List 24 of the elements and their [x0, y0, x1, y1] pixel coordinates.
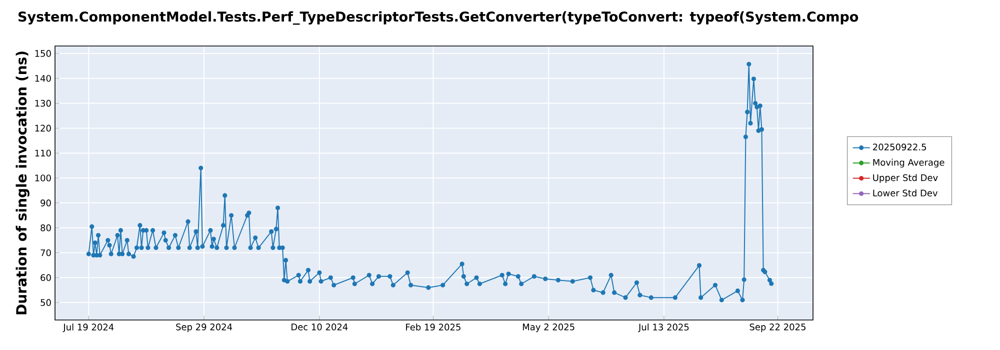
y-tick-label: 90	[40, 200, 51, 206]
x-tick-label: Feb 19 2025	[406, 324, 460, 330]
y-tick-label: 60	[40, 274, 51, 282]
y-tick-label: 140	[35, 74, 51, 82]
x-tick-label: Jul 13 2025	[638, 324, 689, 332]
y-tick-label: 130	[35, 100, 51, 107]
x-tick-label: Sep 22 2025	[750, 324, 806, 332]
y-tick-label: 100	[35, 174, 51, 182]
y-tick-label: 80	[40, 224, 51, 232]
legend-label: Upper Std Dev	[873, 174, 938, 183]
y-tick-label: 70	[40, 249, 51, 256]
chart-title: System.ComponentModel.Tests.Perf_TypeDescriptorTests.GetConverter(typeToConvert: typeof(System.Compo	[18, 11, 858, 25]
legend-label: Moving Average	[873, 158, 944, 168]
y-axis-title: Duration of single invocation (ns)	[16, 52, 30, 314]
x-tick-label: May 2 2025	[522, 324, 574, 332]
legend-label: 20250922.5	[873, 144, 926, 150]
legend-label: Lower Std Dev	[873, 189, 938, 196]
y-tick-label: 50	[40, 299, 51, 306]
x-tick-label: Dec 10 2024	[292, 324, 348, 330]
x-tick-label: Sep 29 2024	[176, 324, 232, 332]
y-tick-label: 110	[35, 150, 51, 156]
x-tick-label: Jul 19 2024	[62, 324, 114, 332]
y-tick-label: 150	[35, 50, 51, 57]
y-tick-label: 120	[35, 124, 51, 132]
